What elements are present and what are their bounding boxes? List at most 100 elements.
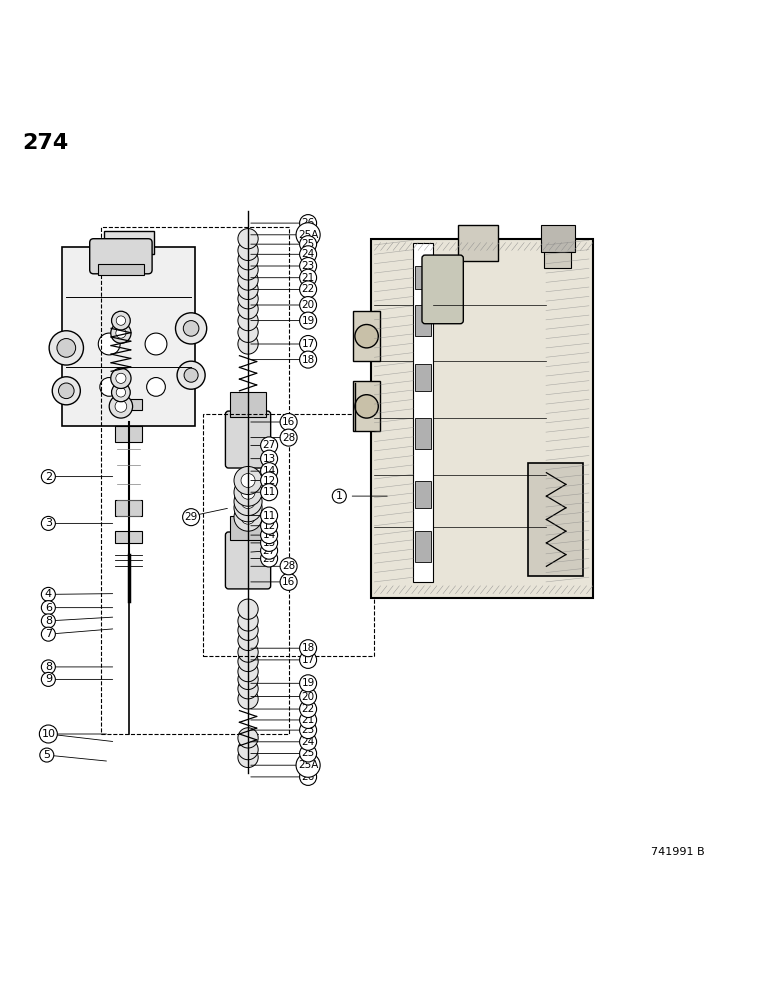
FancyBboxPatch shape xyxy=(353,311,380,361)
Circle shape xyxy=(238,299,258,319)
Text: 22: 22 xyxy=(302,704,314,714)
Text: 21: 21 xyxy=(302,273,314,283)
Text: 14: 14 xyxy=(263,466,275,476)
Circle shape xyxy=(241,501,255,515)
Text: 23: 23 xyxy=(302,725,314,735)
Circle shape xyxy=(241,473,255,488)
Circle shape xyxy=(147,378,165,396)
Bar xyxy=(203,414,374,656)
Text: 4: 4 xyxy=(44,589,52,599)
Text: 23: 23 xyxy=(302,261,314,271)
Circle shape xyxy=(100,378,119,396)
Text: 7: 7 xyxy=(44,629,52,639)
Circle shape xyxy=(52,377,80,405)
Circle shape xyxy=(238,229,258,249)
FancyBboxPatch shape xyxy=(422,255,463,324)
Text: 741991 B: 741991 B xyxy=(651,847,705,857)
FancyBboxPatch shape xyxy=(225,532,271,589)
Text: 25A: 25A xyxy=(298,760,318,770)
Circle shape xyxy=(238,322,258,342)
Circle shape xyxy=(183,321,199,336)
FancyBboxPatch shape xyxy=(225,411,271,468)
Text: 14: 14 xyxy=(263,530,275,540)
Circle shape xyxy=(238,289,258,309)
Circle shape xyxy=(238,679,258,699)
Text: 12: 12 xyxy=(263,476,275,486)
Circle shape xyxy=(241,495,255,509)
Circle shape xyxy=(58,383,74,399)
Circle shape xyxy=(234,488,262,516)
Circle shape xyxy=(241,510,255,524)
Text: 28: 28 xyxy=(282,561,295,571)
FancyBboxPatch shape xyxy=(528,463,583,576)
Circle shape xyxy=(238,611,258,631)
Text: 10: 10 xyxy=(41,729,55,739)
Bar xyxy=(115,531,142,543)
Circle shape xyxy=(238,651,258,672)
Text: 13: 13 xyxy=(263,538,275,548)
Text: 274: 274 xyxy=(22,133,68,153)
Circle shape xyxy=(355,395,378,418)
Text: 19: 19 xyxy=(302,316,314,326)
Text: 2: 2 xyxy=(44,472,52,482)
Text: 25: 25 xyxy=(302,748,314,758)
Bar xyxy=(415,266,431,289)
Text: 26: 26 xyxy=(302,772,314,782)
Circle shape xyxy=(98,333,120,355)
Text: 11: 11 xyxy=(263,511,275,521)
Text: 1: 1 xyxy=(336,491,342,501)
Circle shape xyxy=(355,324,378,348)
Text: 19: 19 xyxy=(302,678,314,688)
Text: 16: 16 xyxy=(282,417,295,427)
FancyBboxPatch shape xyxy=(62,247,195,426)
Circle shape xyxy=(238,250,258,270)
Circle shape xyxy=(238,260,258,280)
Text: 12: 12 xyxy=(263,521,275,531)
Circle shape xyxy=(49,331,83,365)
Circle shape xyxy=(238,240,258,261)
FancyBboxPatch shape xyxy=(98,264,144,275)
Bar xyxy=(115,500,142,516)
Text: 11: 11 xyxy=(263,487,275,497)
FancyBboxPatch shape xyxy=(104,231,154,254)
Circle shape xyxy=(184,368,198,382)
Bar xyxy=(101,227,289,734)
Bar xyxy=(413,243,433,582)
Circle shape xyxy=(238,689,258,709)
Bar xyxy=(415,481,431,508)
Circle shape xyxy=(112,311,130,330)
Text: 18: 18 xyxy=(302,643,314,653)
Circle shape xyxy=(238,630,258,651)
Text: 16: 16 xyxy=(282,577,295,587)
Text: 26: 26 xyxy=(302,218,314,228)
Circle shape xyxy=(234,494,262,522)
Text: 17: 17 xyxy=(302,655,314,665)
FancyBboxPatch shape xyxy=(353,381,380,431)
Circle shape xyxy=(238,334,258,354)
Circle shape xyxy=(238,310,258,331)
Circle shape xyxy=(238,599,258,619)
Bar xyxy=(415,305,431,336)
FancyBboxPatch shape xyxy=(90,239,152,274)
Text: 20: 20 xyxy=(302,692,314,702)
Text: 27: 27 xyxy=(263,440,275,450)
Text: 17: 17 xyxy=(302,339,314,349)
Circle shape xyxy=(111,368,131,388)
Circle shape xyxy=(238,270,258,290)
Circle shape xyxy=(238,739,258,760)
Circle shape xyxy=(241,485,255,499)
Circle shape xyxy=(109,395,133,418)
Circle shape xyxy=(145,333,167,355)
Text: 8: 8 xyxy=(44,662,52,672)
Bar xyxy=(415,418,431,449)
FancyBboxPatch shape xyxy=(541,225,575,252)
Circle shape xyxy=(176,313,207,344)
Text: 28: 28 xyxy=(282,433,295,443)
Text: 25A: 25A xyxy=(298,230,318,240)
Circle shape xyxy=(116,388,126,397)
FancyBboxPatch shape xyxy=(370,239,593,597)
Text: 21: 21 xyxy=(302,715,314,725)
Bar xyxy=(115,399,142,410)
Text: 18: 18 xyxy=(302,355,314,365)
Text: 9: 9 xyxy=(44,674,52,684)
